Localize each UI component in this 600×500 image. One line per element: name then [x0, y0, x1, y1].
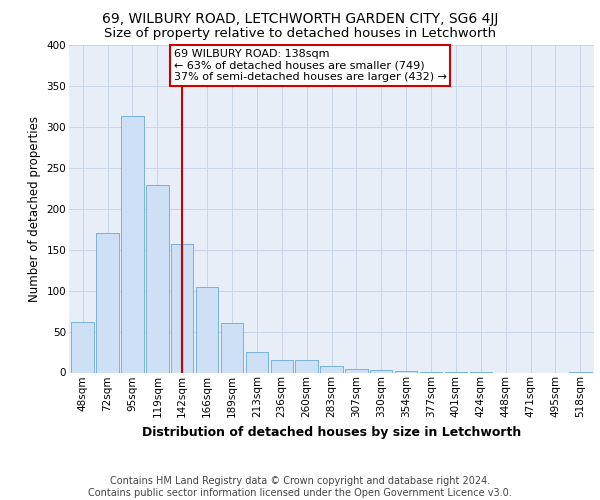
- Bar: [370, 370, 392, 372]
- Y-axis label: Number of detached properties: Number of detached properties: [28, 116, 41, 302]
- Text: Size of property relative to detached houses in Letchworth: Size of property relative to detached ho…: [104, 28, 496, 40]
- Text: 69 WILBURY ROAD: 138sqm
← 63% of detached houses are smaller (749)
37% of semi-d: 69 WILBURY ROAD: 138sqm ← 63% of detache…: [173, 49, 446, 82]
- Text: 69, WILBURY ROAD, LETCHWORTH GARDEN CITY, SG6 4JJ: 69, WILBURY ROAD, LETCHWORTH GARDEN CITY…: [102, 12, 498, 26]
- Bar: [245, 352, 268, 372]
- Bar: [97, 234, 119, 372]
- Bar: [345, 369, 368, 372]
- Bar: [196, 288, 218, 372]
- Bar: [121, 116, 143, 372]
- Bar: [320, 366, 343, 372]
- Bar: [395, 371, 418, 372]
- Bar: [71, 322, 94, 372]
- X-axis label: Distribution of detached houses by size in Letchworth: Distribution of detached houses by size …: [142, 426, 521, 438]
- Bar: [295, 360, 318, 372]
- Bar: [221, 324, 243, 372]
- Bar: [146, 185, 169, 372]
- Text: Contains HM Land Registry data © Crown copyright and database right 2024.
Contai: Contains HM Land Registry data © Crown c…: [88, 476, 512, 498]
- Bar: [271, 360, 293, 372]
- Bar: [171, 244, 193, 372]
